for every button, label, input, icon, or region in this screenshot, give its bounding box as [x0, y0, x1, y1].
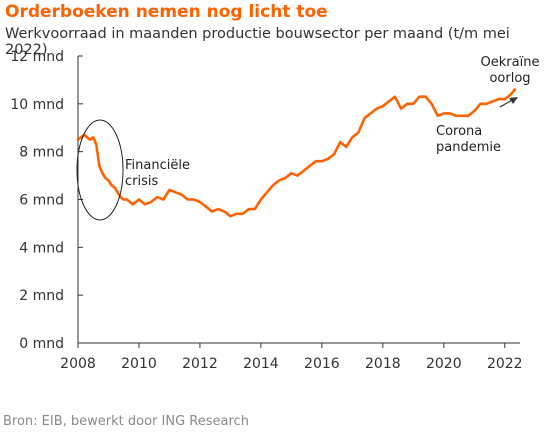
annotation-corona: Corona — [436, 124, 482, 139]
x-tick-label: 2022 — [487, 356, 523, 372]
annotation-financial-crisis: Financiële — [125, 158, 190, 173]
y-tick-label: 0 mnd — [19, 336, 64, 352]
y-tick-label: 2 mnd — [19, 288, 64, 304]
x-tick-label: 2010 — [121, 356, 157, 372]
y-tick-label: 6 mnd — [19, 193, 64, 209]
annotation-ukraine: oorlog — [489, 71, 530, 86]
x-tick-label: 2018 — [365, 356, 401, 372]
annotation-ukraine: Oekraïne — [481, 55, 540, 70]
source-note: Bron: EIB, bewerkt door ING Research — [3, 414, 249, 429]
y-tick-label: 8 mnd — [19, 145, 64, 161]
x-tick-label: 2014 — [243, 356, 279, 372]
x-tick-label: 2012 — [182, 356, 218, 372]
x-tick-label: 2008 — [60, 356, 96, 372]
series-line — [76, 88, 517, 218]
y-tick-label: 12 mnd — [10, 49, 64, 65]
x-tick-label: 2016 — [304, 356, 340, 372]
x-tick-label: 2020 — [426, 356, 462, 372]
annotation-arrow-head — [509, 97, 518, 104]
chart-title: Orderboeken nemen nog licht toe — [5, 2, 328, 22]
annotation-corona: pandemie — [436, 140, 501, 155]
crisis-ellipse — [76, 119, 124, 221]
chart-subtitle: Werkvoorraad in maanden productie bouwse… — [5, 26, 510, 58]
y-tick-label: 10 mnd — [10, 97, 64, 113]
annotation-financial-crisis: crisis — [125, 174, 158, 189]
y-tick-label: 4 mnd — [19, 240, 64, 256]
